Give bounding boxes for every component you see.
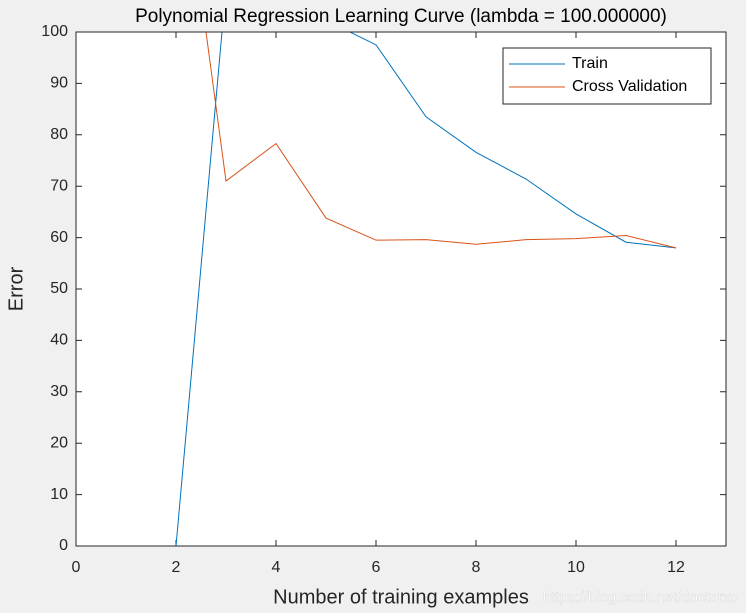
y-tick-label: 0 bbox=[59, 537, 68, 554]
lines bbox=[126, 32, 677, 546]
y-tick-label: 100 bbox=[41, 23, 68, 40]
y-tick-label: 20 bbox=[50, 434, 68, 451]
y-tick-label: 90 bbox=[50, 75, 68, 92]
x-tick-label: 0 bbox=[72, 559, 81, 576]
plot-area bbox=[76, 32, 726, 546]
y-tick-label: 40 bbox=[50, 332, 68, 349]
y-axis-label: Error bbox=[5, 266, 27, 311]
watermark: https://blog.csdn.net/doctorxc bbox=[543, 589, 739, 606]
y-tick-label: 70 bbox=[50, 177, 68, 194]
chart-title: Polynomial Regression Learning Curve (la… bbox=[135, 6, 667, 27]
y-tick-label: 80 bbox=[50, 126, 68, 143]
x-tick-label: 2 bbox=[172, 559, 181, 576]
y-tick-label: 30 bbox=[50, 383, 68, 400]
x-tick-label: 4 bbox=[272, 559, 281, 576]
x-tick-label: 6 bbox=[372, 559, 381, 576]
y-tick-label: 10 bbox=[50, 486, 68, 503]
ticks: 0 2 4 6 8 10 12 0 10 20 30 40 50 60 70 80 90 100 bbox=[41, 23, 726, 576]
legend-box bbox=[502, 47, 712, 105]
y-tick-label: 60 bbox=[50, 229, 68, 246]
x-axis-label: Number of training examples bbox=[273, 586, 529, 608]
legend-label: Train bbox=[572, 55, 608, 72]
legend: Train Cross Validation bbox=[502, 47, 712, 105]
axes-box bbox=[75, 31, 727, 547]
x-tick-label: 12 bbox=[667, 559, 685, 576]
y-tick-label: 50 bbox=[50, 280, 68, 297]
series-line bbox=[205, 32, 677, 249]
x-tick-label: 10 bbox=[567, 559, 585, 576]
x-tick-label: 8 bbox=[472, 559, 481, 576]
legend-label: Cross Validation bbox=[572, 78, 687, 95]
series-line bbox=[126, 32, 677, 546]
